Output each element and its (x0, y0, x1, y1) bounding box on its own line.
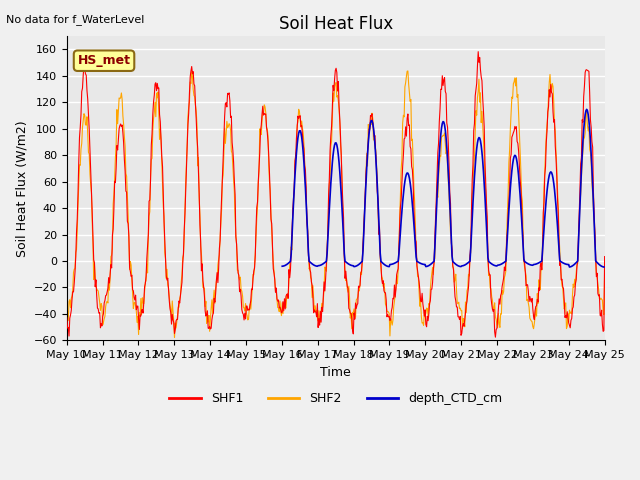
Y-axis label: Soil Heat Flux (W/m2): Soil Heat Flux (W/m2) (15, 120, 28, 256)
Text: No data for f_WaterLevel: No data for f_WaterLevel (6, 14, 145, 25)
X-axis label: Time: Time (321, 366, 351, 379)
Text: HS_met: HS_met (77, 54, 131, 67)
Legend: SHF1, SHF2, depth_CTD_cm: SHF1, SHF2, depth_CTD_cm (164, 387, 507, 410)
Title: Soil Heat Flux: Soil Heat Flux (278, 15, 393, 33)
